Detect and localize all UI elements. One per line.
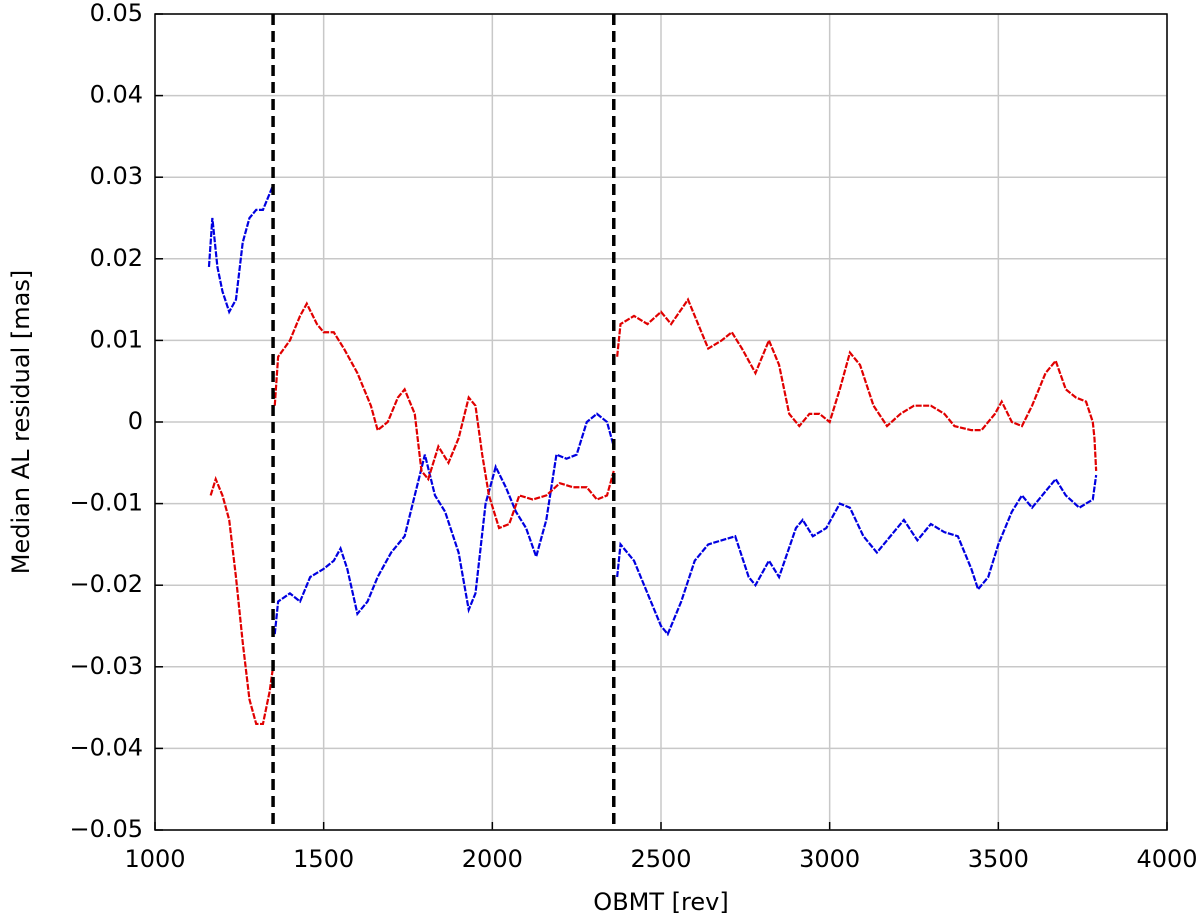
x-tick-label: 2500 bbox=[630, 845, 691, 873]
data-line bbox=[207, 184, 1098, 637]
y-tick-label: 0.04 bbox=[90, 81, 143, 109]
x-tick-label: 1000 bbox=[124, 845, 185, 873]
y-tick-label: 0.03 bbox=[90, 162, 143, 190]
y-axis-label: Median AL residual [mas] bbox=[7, 270, 35, 574]
y-tick-label: 0.05 bbox=[90, 0, 143, 27]
y-tick-label: −0.04 bbox=[69, 733, 143, 761]
y-tick-label: 0.01 bbox=[90, 325, 143, 353]
plot-frame bbox=[154, 13, 1168, 831]
x-tick-label: 2000 bbox=[462, 845, 523, 873]
x-tick-label: 4000 bbox=[1136, 845, 1197, 873]
y-tick-label: −0.03 bbox=[69, 652, 143, 680]
y-tick-label: −0.01 bbox=[69, 489, 143, 517]
y-tick-label: −0.02 bbox=[69, 570, 143, 598]
y-tick-label: 0.02 bbox=[90, 244, 143, 272]
x-axis-label: OBMT [rev] bbox=[593, 888, 728, 916]
x-tick-label: 3000 bbox=[799, 845, 860, 873]
x-tick-label: 1500 bbox=[293, 845, 354, 873]
data-line bbox=[209, 297, 1098, 726]
x-tick-label: 3500 bbox=[968, 845, 1029, 873]
y-tick-label: 0 bbox=[128, 407, 143, 435]
y-tick-label: −0.05 bbox=[69, 815, 143, 843]
